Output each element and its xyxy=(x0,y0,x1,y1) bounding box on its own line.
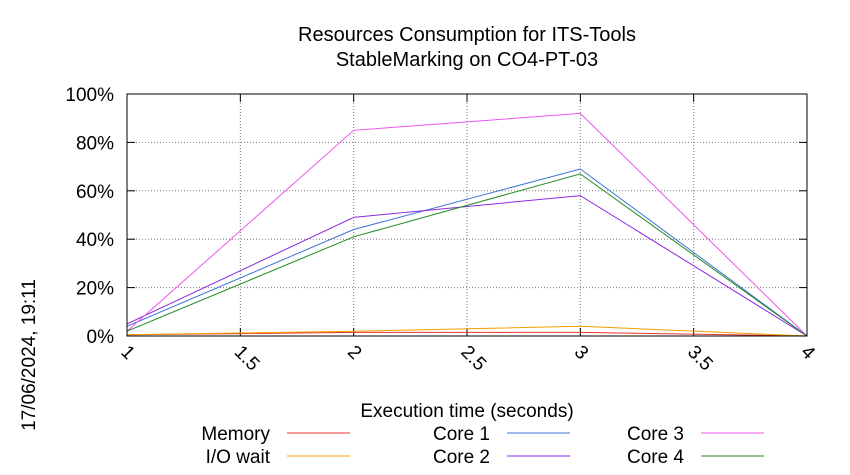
series-line-core-3 xyxy=(126,112,808,337)
x-tick-label: 1.5 xyxy=(230,342,264,376)
x-tick-label: 3 xyxy=(570,342,592,364)
x-axis-label: Execution time (seconds) xyxy=(360,401,573,422)
series-line-memory xyxy=(126,331,808,337)
y-tick-label: 100% xyxy=(65,85,114,106)
series-line-core-2 xyxy=(126,195,808,337)
side-timestamp-label: 17/06/2024, 19:11 xyxy=(19,279,40,431)
plot-frame xyxy=(126,93,808,337)
x-tick-label: 2.5 xyxy=(456,342,490,376)
legend-label-i-o-wait: I/O wait xyxy=(206,447,271,468)
x-tick-label: 2 xyxy=(343,342,365,364)
y-tick-label: 20% xyxy=(76,279,114,300)
series-lines xyxy=(126,112,808,337)
legend-label-core-1: Core 1 xyxy=(433,424,490,445)
x-tick-label: 4 xyxy=(796,342,819,365)
series-line-core-4 xyxy=(126,173,808,337)
series-line-core-1 xyxy=(126,168,808,337)
x-tick-label: 1 xyxy=(116,342,138,364)
legend-label-memory: Memory xyxy=(201,424,270,445)
y-tick-label: 80% xyxy=(76,133,114,154)
series-line-i-o-wait xyxy=(126,325,808,337)
chart-subtitle: StableMarking on CO4-PT-03 xyxy=(336,49,598,71)
x-tick-label: 3.5 xyxy=(683,342,717,376)
legend-label-core-2: Core 2 xyxy=(433,447,490,468)
y-tick-label: 40% xyxy=(76,230,114,251)
grid-lines xyxy=(127,94,807,336)
chart-title: Resources Consumption for ITS-Tools xyxy=(298,24,636,46)
y-tick-label: 0% xyxy=(87,327,115,348)
y-tick-label: 60% xyxy=(76,182,114,203)
legend-label-core-3: Core 3 xyxy=(627,424,684,445)
legend-label-core-4: Core 4 xyxy=(627,447,684,468)
y-axis-ticks: 0% 20% 40% 60% 80% 100% xyxy=(65,85,807,348)
